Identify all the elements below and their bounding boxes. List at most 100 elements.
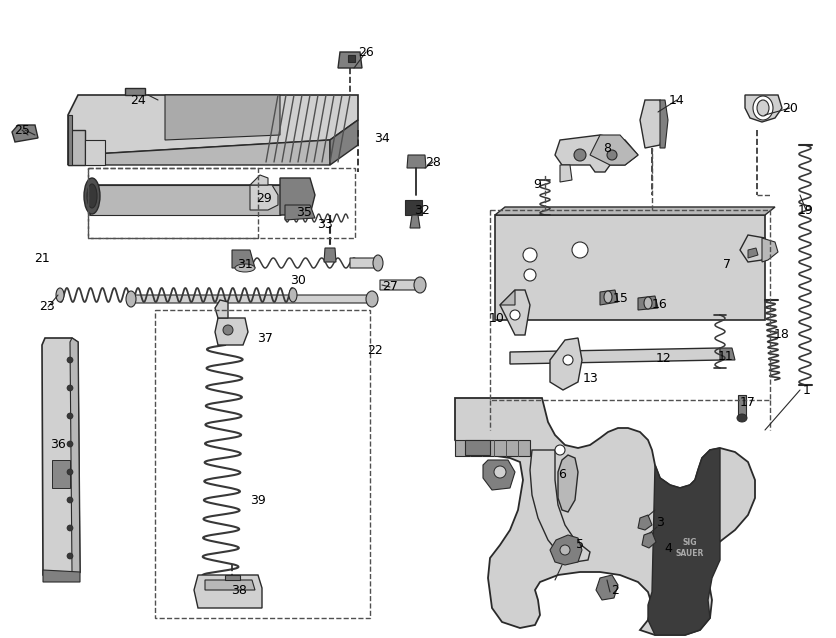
Text: 34: 34 (375, 131, 390, 144)
Text: 25: 25 (14, 124, 30, 137)
Polygon shape (455, 398, 755, 635)
Polygon shape (165, 95, 280, 140)
Polygon shape (495, 215, 765, 320)
Text: 35: 35 (296, 207, 312, 219)
Ellipse shape (67, 441, 73, 447)
Text: 28: 28 (425, 156, 441, 168)
Polygon shape (225, 575, 240, 580)
Polygon shape (745, 95, 782, 122)
Text: 1: 1 (803, 383, 811, 396)
Polygon shape (348, 55, 355, 62)
Text: 12: 12 (656, 352, 672, 364)
Ellipse shape (494, 466, 506, 478)
Text: 37: 37 (257, 332, 273, 345)
Ellipse shape (510, 310, 520, 320)
Polygon shape (68, 115, 72, 165)
Polygon shape (550, 535, 582, 565)
Text: 30: 30 (290, 274, 306, 286)
Text: SIG
SAUER: SIG SAUER (675, 538, 704, 558)
Ellipse shape (366, 291, 378, 307)
Polygon shape (12, 125, 38, 142)
Ellipse shape (604, 291, 612, 303)
Polygon shape (600, 290, 618, 305)
Bar (52, 460, 70, 488)
Polygon shape (42, 338, 80, 580)
Polygon shape (90, 178, 310, 215)
Polygon shape (205, 580, 255, 590)
Polygon shape (125, 88, 145, 95)
Polygon shape (407, 155, 426, 168)
Ellipse shape (87, 184, 97, 208)
Polygon shape (720, 348, 735, 360)
Polygon shape (558, 455, 578, 512)
Ellipse shape (414, 277, 426, 293)
Ellipse shape (84, 178, 100, 214)
Ellipse shape (67, 525, 73, 531)
Text: 5: 5 (576, 538, 584, 551)
Polygon shape (338, 52, 362, 68)
Polygon shape (350, 258, 380, 268)
Ellipse shape (572, 242, 588, 258)
Ellipse shape (223, 325, 233, 335)
Polygon shape (648, 448, 720, 635)
Polygon shape (560, 165, 572, 182)
Text: 7: 7 (723, 258, 731, 272)
Polygon shape (285, 205, 315, 220)
Polygon shape (500, 290, 530, 335)
Text: 16: 16 (652, 299, 668, 311)
Polygon shape (215, 300, 228, 318)
Polygon shape (280, 178, 315, 215)
Polygon shape (495, 207, 775, 215)
Polygon shape (90, 185, 280, 215)
Text: 29: 29 (256, 191, 272, 205)
Text: 17: 17 (740, 396, 756, 410)
Polygon shape (324, 248, 336, 262)
Text: 32: 32 (414, 204, 430, 216)
Polygon shape (70, 338, 80, 580)
Text: 10: 10 (489, 311, 505, 325)
Ellipse shape (607, 150, 617, 160)
Ellipse shape (67, 497, 73, 503)
Text: 26: 26 (358, 45, 374, 59)
Text: 3: 3 (656, 517, 664, 530)
Text: 21: 21 (34, 251, 50, 265)
Polygon shape (130, 295, 373, 303)
Polygon shape (465, 440, 490, 455)
Ellipse shape (753, 96, 773, 120)
Ellipse shape (560, 545, 570, 555)
Polygon shape (590, 135, 638, 165)
Polygon shape (215, 318, 248, 345)
Ellipse shape (644, 297, 652, 309)
Ellipse shape (67, 385, 73, 391)
Polygon shape (530, 450, 590, 562)
Polygon shape (500, 290, 515, 305)
Ellipse shape (289, 288, 297, 302)
Polygon shape (510, 348, 722, 364)
Polygon shape (455, 440, 530, 456)
Polygon shape (642, 532, 656, 548)
Ellipse shape (757, 100, 769, 116)
Polygon shape (68, 155, 100, 165)
Text: 4: 4 (664, 542, 672, 554)
Polygon shape (748, 248, 758, 258)
Text: 18: 18 (774, 329, 790, 341)
Ellipse shape (235, 264, 255, 272)
Text: 2: 2 (611, 584, 619, 597)
Ellipse shape (555, 445, 565, 455)
Text: 24: 24 (130, 94, 145, 107)
Polygon shape (43, 570, 80, 582)
Text: 38: 38 (231, 584, 247, 597)
Polygon shape (250, 175, 268, 185)
Polygon shape (232, 250, 255, 268)
Polygon shape (194, 575, 262, 608)
Ellipse shape (56, 288, 64, 302)
Polygon shape (85, 140, 105, 165)
Polygon shape (596, 575, 618, 600)
Text: 23: 23 (39, 300, 55, 313)
Polygon shape (640, 100, 665, 148)
Ellipse shape (67, 357, 73, 363)
Text: 11: 11 (718, 350, 734, 362)
Text: 19: 19 (798, 204, 814, 216)
Text: 14: 14 (669, 94, 685, 107)
Polygon shape (250, 185, 278, 210)
